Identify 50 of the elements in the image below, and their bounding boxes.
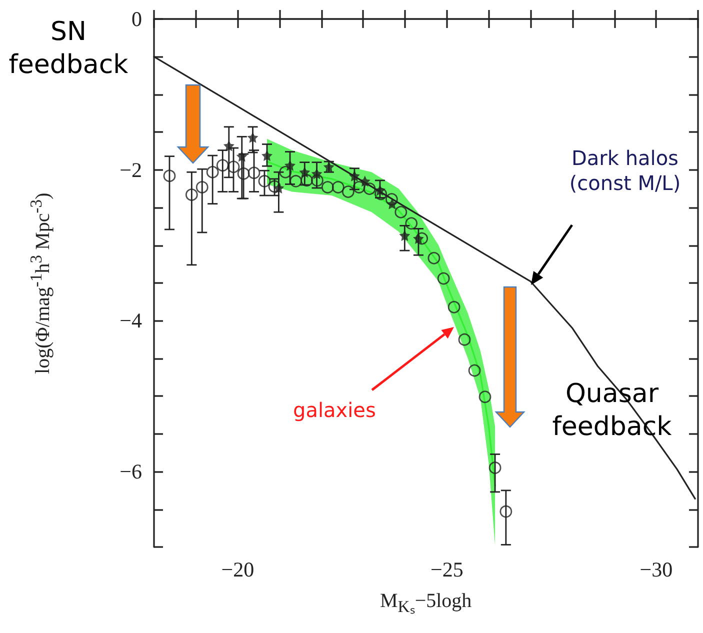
point	[321, 181, 334, 194]
y-tick-label: 0	[132, 7, 142, 31]
point	[386, 198, 398, 210]
point	[311, 174, 324, 187]
point	[374, 184, 386, 196]
point	[247, 132, 258, 143]
point	[488, 462, 502, 474]
point	[227, 160, 240, 174]
y-tick-label: −2	[120, 158, 142, 182]
point	[300, 174, 313, 187]
point	[468, 364, 481, 377]
y-tick-label: −4	[120, 308, 142, 333]
point	[363, 182, 376, 195]
point	[437, 272, 450, 285]
point	[261, 150, 272, 162]
point	[279, 166, 292, 178]
point	[500, 505, 512, 518]
point	[185, 188, 198, 201]
point	[216, 159, 229, 172]
point	[290, 174, 302, 188]
point	[428, 252, 440, 264]
point	[385, 193, 398, 206]
point	[352, 181, 366, 194]
point	[374, 188, 388, 200]
x-tick-label: −25	[430, 558, 464, 582]
point	[163, 170, 176, 182]
x-tick-label: −30	[640, 558, 673, 582]
point	[394, 206, 408, 218]
point	[458, 333, 471, 346]
point	[359, 176, 370, 187]
point	[348, 170, 360, 182]
x-tick-label: −20	[221, 558, 254, 582]
point	[405, 217, 418, 230]
point	[223, 140, 234, 152]
annotation: galaxies	[293, 398, 377, 423]
point	[311, 168, 322, 180]
point	[237, 167, 250, 180]
annotation: Dark halos (const M/L)	[568, 146, 682, 196]
point	[399, 230, 410, 241]
point	[448, 300, 460, 314]
point	[299, 166, 310, 178]
point	[478, 390, 492, 404]
point	[332, 181, 344, 194]
point	[284, 160, 296, 171]
point	[416, 232, 428, 245]
point	[206, 166, 219, 178]
text: SN feedback	[8, 16, 130, 81]
point	[196, 181, 208, 194]
x-axis-title: M$_{Kₛ}$−5logh	[380, 590, 472, 617]
y-tick-label: −6	[120, 460, 142, 484]
